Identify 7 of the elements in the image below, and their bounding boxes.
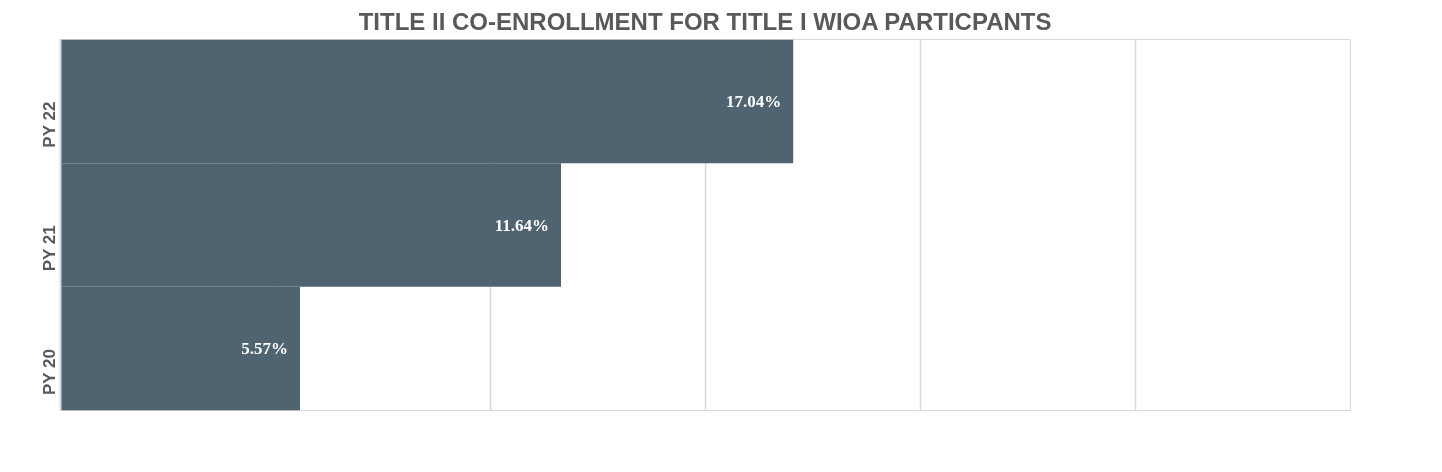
y-tick-label: PY 22 xyxy=(40,101,59,148)
data-label: 11.64% xyxy=(494,215,550,235)
data-label: 17.04% xyxy=(725,91,782,111)
chart-title: TITLE II CO-ENROLLMENT FOR TITLE I WIOA PARTICPANTS xyxy=(358,7,1052,35)
y-tick-label: PY 20 xyxy=(40,348,59,395)
y-tick-label: PY 21 xyxy=(40,225,59,272)
data-label: 5.57% xyxy=(241,339,289,359)
